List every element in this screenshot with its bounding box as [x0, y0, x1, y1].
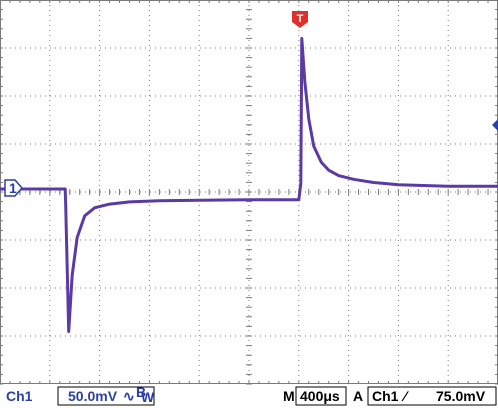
channel-label: Ch1 [6, 388, 33, 404]
ch1-trace [0, 37, 498, 333]
trigger-slope-icon: ∕ [401, 388, 409, 404]
trigger-mode: A [353, 388, 363, 404]
status-bar: Ch1 50.0mV ∿ B W M 400μs A Ch1 ∕ 75.0mV [6, 384, 497, 406]
trigger-position-marker[interactable]: T [292, 11, 308, 28]
bandwidth-limit-icon: ∿ [123, 388, 135, 404]
trigger-settings-box[interactable] [367, 386, 497, 406]
timebase-scale-box[interactable] [295, 386, 347, 406]
trigger-level: 75.0mV [436, 388, 486, 404]
channel-scale-box[interactable] [57, 386, 155, 406]
ch1-marker-label: 1 [9, 180, 17, 196]
timebase-scale: 400μs [300, 388, 340, 404]
trigger-source: Ch1 [372, 388, 399, 404]
trigger-level-marker[interactable] [492, 119, 498, 131]
graticule-grid [0, 0, 498, 385]
ch1-ground-marker[interactable]: 1 [4, 179, 23, 197]
bandwidth-limit-sub: B [136, 384, 146, 400]
trigger-marker-label: T [297, 13, 304, 25]
channel-scale: 50.0mV [68, 388, 118, 404]
bandwidth-limit-sub2: W [141, 389, 155, 405]
ch1-waveform-line [0, 37, 498, 333]
timebase-mode: M [283, 388, 295, 404]
